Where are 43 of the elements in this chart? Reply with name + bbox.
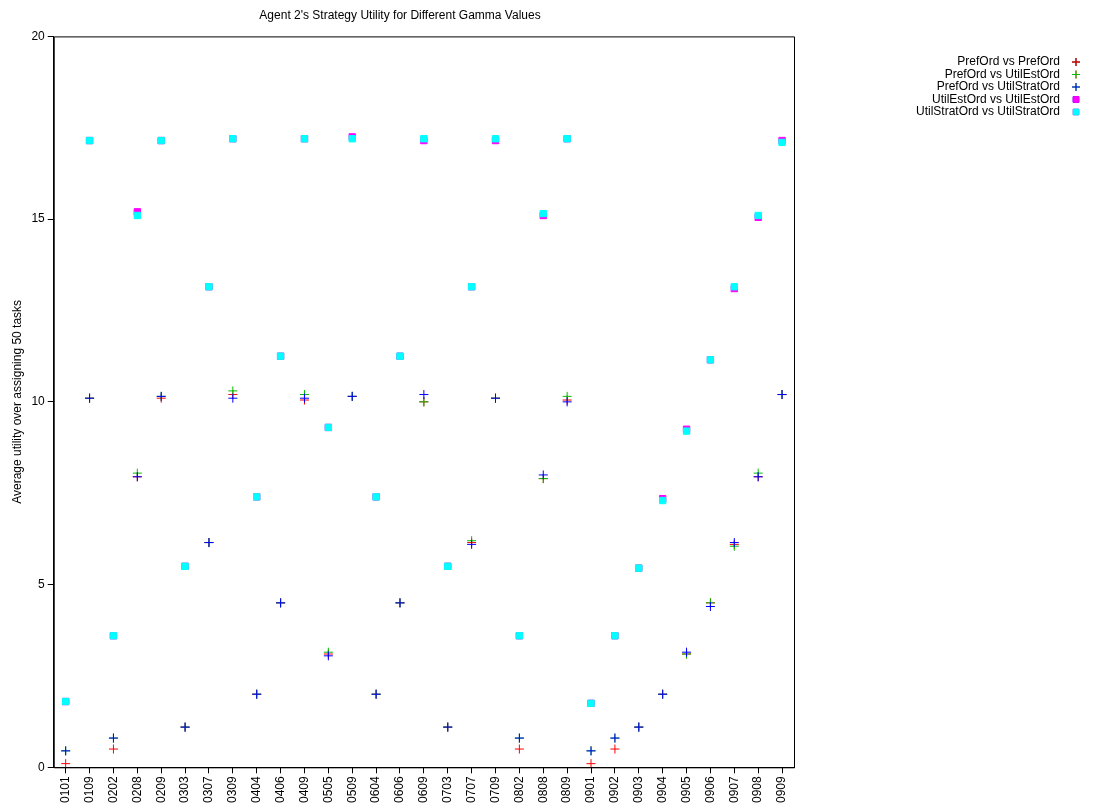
x-tick-label: 0907 — [726, 775, 741, 804]
x-tick-label: 0606 — [392, 775, 407, 804]
x-tick-label: 0404 — [249, 775, 264, 804]
x-tick-label: 0406 — [272, 775, 287, 804]
legend-label: UtilEstOrd vs UtilEstOrd — [931, 91, 1060, 106]
legend-label: UtilStratOrd vs UtilStratOrd — [915, 104, 1060, 119]
x-tick-label: 0908 — [750, 775, 765, 804]
x-tick-label: 0609 — [416, 775, 431, 804]
legend-label: PrefOrd vs PrefOrd — [957, 54, 1060, 69]
x-tick-label: 0802 — [511, 775, 526, 804]
x-tick-label: 0904 — [654, 775, 669, 804]
legend-label: PrefOrd vs UtilStratOrd — [936, 79, 1060, 94]
y-tick-label: 10 — [31, 394, 46, 409]
x-tick-label: 0903 — [631, 775, 646, 804]
x-tick-label: 0809 — [559, 775, 574, 804]
x-tick-label: 0808 — [535, 775, 550, 804]
x-tick-label: 0905 — [678, 775, 693, 804]
x-tick-label: 0901 — [583, 775, 598, 804]
x-tick-label: 0604 — [368, 775, 383, 804]
y-tick-label: 0 — [38, 759, 46, 774]
legend-label: PrefOrd vs UtilEstOrd — [944, 66, 1060, 81]
x-tick-label: 0703 — [440, 775, 455, 804]
x-tick-label: 0505 — [320, 775, 335, 804]
x-tick-label: 0109 — [81, 775, 96, 804]
x-tick-label: 0707 — [463, 775, 478, 804]
x-tick-label: 0906 — [702, 775, 717, 804]
x-tick-label: 0208 — [129, 775, 144, 804]
y-tick-label: 5 — [38, 576, 46, 591]
x-tick-label: 0303 — [177, 775, 192, 804]
x-tick-label: 0101 — [58, 775, 72, 804]
x-tick-label: 0709 — [487, 775, 502, 804]
x-tick-label: 0409 — [296, 775, 311, 804]
x-tick-label: 0202 — [105, 775, 120, 804]
x-tick-label: 0909 — [774, 775, 789, 804]
x-tick-label: 0309 — [225, 775, 240, 804]
x-tick-label: 0307 — [201, 775, 216, 804]
y-tick-label: 20 — [31, 28, 46, 43]
y-tick-label: 15 — [31, 211, 46, 226]
y-axis-title: Average utility over assigning 50 tasks — [9, 299, 24, 504]
x-tick-label: 0509 — [344, 775, 359, 804]
chart-title: Agent 2's Strategy Utility for Different Gamma Values — [259, 7, 541, 22]
x-tick-label: 0902 — [607, 775, 622, 804]
x-tick-label: 0209 — [153, 775, 168, 804]
